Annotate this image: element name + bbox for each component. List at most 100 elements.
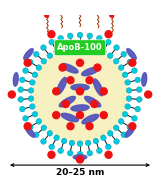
Ellipse shape (85, 96, 101, 107)
Circle shape (127, 59, 133, 65)
Circle shape (121, 132, 127, 138)
Circle shape (45, 13, 49, 17)
Circle shape (18, 97, 24, 102)
Circle shape (93, 45, 99, 51)
Circle shape (61, 138, 67, 144)
Circle shape (23, 68, 28, 74)
Circle shape (105, 31, 112, 38)
Ellipse shape (82, 67, 99, 76)
Circle shape (107, 130, 113, 136)
Circle shape (96, 9, 99, 13)
Circle shape (29, 80, 35, 85)
Circle shape (136, 97, 142, 102)
Circle shape (67, 123, 74, 130)
Circle shape (24, 59, 31, 66)
Circle shape (86, 123, 93, 130)
Circle shape (105, 39, 111, 45)
Circle shape (33, 48, 127, 141)
Circle shape (8, 91, 15, 98)
Circle shape (136, 87, 142, 92)
Circle shape (69, 140, 75, 146)
Ellipse shape (93, 79, 103, 96)
Circle shape (118, 65, 124, 70)
Circle shape (91, 101, 98, 108)
Circle shape (100, 88, 107, 95)
Circle shape (54, 48, 60, 54)
Circle shape (132, 68, 137, 74)
Circle shape (126, 88, 132, 93)
Circle shape (126, 96, 132, 101)
Circle shape (87, 33, 93, 39)
Circle shape (87, 150, 93, 156)
Circle shape (96, 148, 102, 154)
Text: 20–25 nm: 20–25 nm (56, 168, 104, 177)
FancyBboxPatch shape (54, 40, 106, 56)
Ellipse shape (127, 49, 136, 59)
Ellipse shape (73, 155, 87, 160)
Circle shape (113, 58, 119, 64)
Circle shape (48, 31, 55, 38)
Circle shape (76, 156, 84, 163)
Circle shape (114, 45, 119, 50)
Circle shape (76, 59, 84, 66)
Ellipse shape (142, 73, 147, 86)
Circle shape (53, 112, 60, 119)
Circle shape (105, 151, 112, 158)
Ellipse shape (61, 64, 78, 73)
Circle shape (86, 77, 93, 84)
Circle shape (77, 141, 83, 146)
Ellipse shape (82, 114, 99, 124)
Circle shape (28, 96, 34, 101)
Circle shape (113, 125, 119, 131)
Circle shape (32, 72, 38, 78)
Circle shape (125, 104, 131, 109)
Ellipse shape (25, 126, 35, 137)
Circle shape (58, 35, 64, 41)
Circle shape (41, 125, 47, 131)
Circle shape (41, 139, 46, 144)
Circle shape (27, 124, 33, 130)
Circle shape (127, 124, 133, 130)
Circle shape (20, 77, 25, 83)
Circle shape (29, 104, 35, 109)
Circle shape (110, 13, 114, 17)
Circle shape (67, 150, 73, 156)
Circle shape (49, 39, 55, 45)
Circle shape (114, 139, 119, 144)
Circle shape (33, 51, 39, 57)
Circle shape (105, 144, 111, 150)
Circle shape (24, 123, 31, 130)
Ellipse shape (13, 73, 18, 86)
Circle shape (129, 59, 136, 66)
Circle shape (48, 151, 55, 158)
Circle shape (58, 148, 64, 154)
Circle shape (129, 123, 136, 130)
Circle shape (76, 88, 84, 95)
Circle shape (107, 53, 113, 59)
Ellipse shape (57, 77, 67, 94)
Circle shape (36, 119, 42, 124)
Circle shape (100, 135, 106, 141)
Circle shape (100, 48, 106, 54)
Circle shape (59, 64, 66, 71)
Circle shape (125, 80, 131, 85)
Circle shape (77, 8, 81, 12)
Circle shape (93, 138, 99, 144)
Circle shape (61, 45, 67, 51)
Circle shape (76, 112, 84, 119)
Circle shape (62, 101, 69, 108)
Circle shape (85, 43, 91, 49)
Circle shape (96, 35, 102, 41)
Circle shape (132, 115, 137, 121)
Ellipse shape (24, 49, 33, 59)
Circle shape (85, 140, 91, 146)
Circle shape (36, 65, 42, 70)
Circle shape (69, 43, 75, 49)
Circle shape (20, 106, 25, 112)
Circle shape (77, 43, 83, 48)
Circle shape (47, 53, 53, 59)
Circle shape (77, 151, 83, 157)
Circle shape (23, 115, 28, 121)
Circle shape (59, 9, 63, 13)
Circle shape (67, 77, 74, 84)
